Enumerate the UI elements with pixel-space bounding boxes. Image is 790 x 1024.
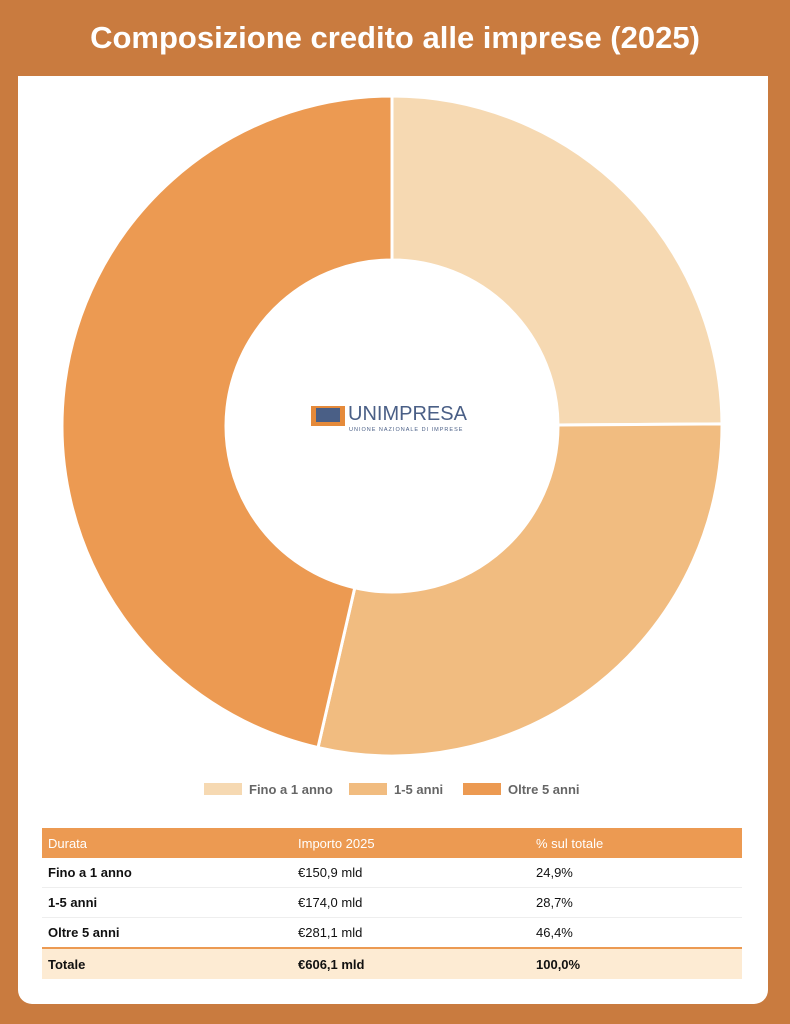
card: UNIMPRESA UNIONE NAZIONALE DI IMPRESE Fi…: [18, 76, 768, 1004]
table-header: Durata Importo 2025% sul totale: [42, 828, 742, 858]
table-row: 1-5 anni €174,0 mld 28,7%: [42, 887, 742, 918]
legend-label: Oltre 5 anni: [508, 782, 580, 797]
table-cell: Fino a 1 anno: [42, 858, 292, 888]
logo-tagline: UNIONE NAZIONALE DI IMPRESE: [349, 427, 463, 433]
column-header: Durata: [42, 828, 292, 858]
table-cell: €174,0 mld: [292, 887, 530, 918]
slice: [60, 94, 394, 750]
total-cell: Totale: [42, 947, 292, 979]
total-row: Totale €606,1 mld 100,0%: [42, 947, 742, 979]
legend-label: 1-5 anni: [394, 782, 443, 797]
legend-label: Fino a 1 anno: [249, 782, 333, 797]
logo-icon: [316, 408, 340, 422]
legend-swatch: [204, 783, 242, 795]
chart-title: Composizione credito alle imprese (2025): [90, 20, 700, 55]
logo-name: UNIMPRESA: [348, 403, 468, 425]
table-cell: 46,4%: [530, 917, 742, 949]
table-cell: Oltre 5 anni: [42, 917, 292, 949]
legend-swatch: [463, 783, 501, 795]
table-cell: 28,7%: [530, 887, 742, 918]
column-header: Importo 2025: [292, 828, 530, 858]
total-cell: €606,1 mld: [292, 947, 530, 979]
table-cell: €150,9 mld: [292, 858, 530, 888]
table-row: Fino a 1 anno €150,9 mld 24,9%: [42, 858, 742, 888]
slice: [390, 94, 724, 427]
data-table: Durata Importo 2025% sul totale Fino a 1 a…: [42, 828, 742, 979]
total-cell: 100,0%: [530, 947, 742, 979]
slice: [316, 422, 724, 758]
table-row: Oltre 5 anni €281,1 mld 46,4%: [42, 917, 742, 949]
table-cell: €281,1 mld: [292, 917, 530, 949]
legend-swatch: [349, 783, 387, 795]
column-header: % sul totale: [530, 828, 742, 858]
logo: UNIMPRESA UNIONE NAZIONALE DI IMPRESE: [311, 403, 468, 433]
table-cell: 1-5 anni: [42, 887, 292, 918]
table-cell: 24,9%: [530, 858, 742, 888]
chart: UNIMPRESA UNIONE NAZIONALE DI IMPRESE Fi…: [60, 94, 724, 797]
